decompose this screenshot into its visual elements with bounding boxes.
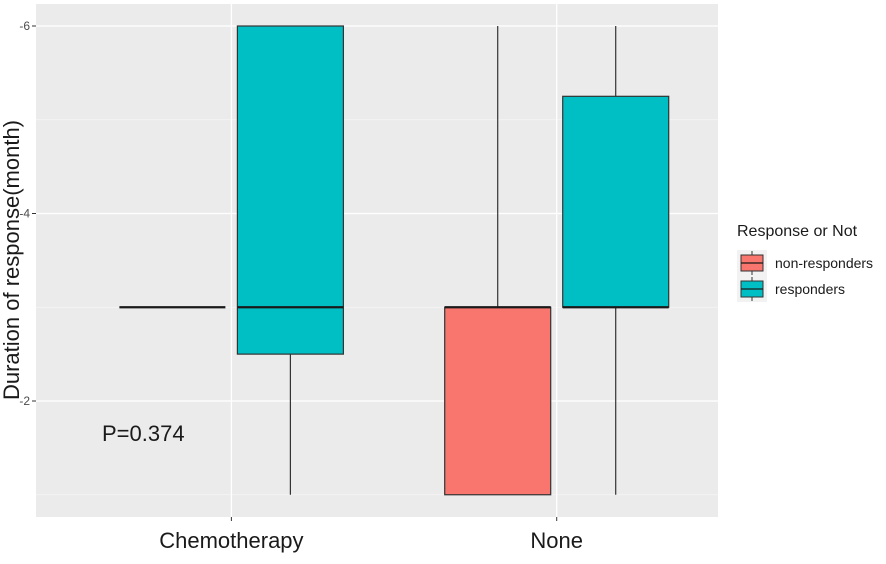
box-body	[236, 25, 344, 355]
y-axis-title: Duration of response(month)	[0, 120, 24, 400]
legend: Response or Not non-responders responders	[737, 223, 873, 302]
box-body	[444, 306, 552, 496]
x-tick-label: None	[530, 528, 583, 553]
box-non-responders-none	[444, 26, 552, 496]
box-responders-chemotherapy	[236, 25, 344, 495]
box-body	[562, 95, 670, 308]
x-tick-label: Chemotherapy	[159, 528, 303, 553]
p-value-annotation: P=0.374	[102, 421, 185, 446]
legend-label: non-responders	[775, 255, 873, 271]
boxplot-series	[119, 25, 670, 496]
box-responders-none	[562, 26, 670, 495]
y-tick-label: -4	[19, 207, 30, 221]
legend-item-non-responders: non-responders	[737, 250, 873, 276]
legend-item-responders: responders	[737, 276, 845, 302]
legend-label: responders	[775, 281, 845, 297]
legend-title: Response or Not	[737, 223, 858, 240]
y-axis-ticks: -2 -4 -6	[19, 19, 36, 408]
x-axis-ticks: Chemotherapy None	[159, 517, 583, 553]
y-tick-label: -2	[19, 394, 30, 408]
y-tick-label: -6	[19, 19, 30, 33]
